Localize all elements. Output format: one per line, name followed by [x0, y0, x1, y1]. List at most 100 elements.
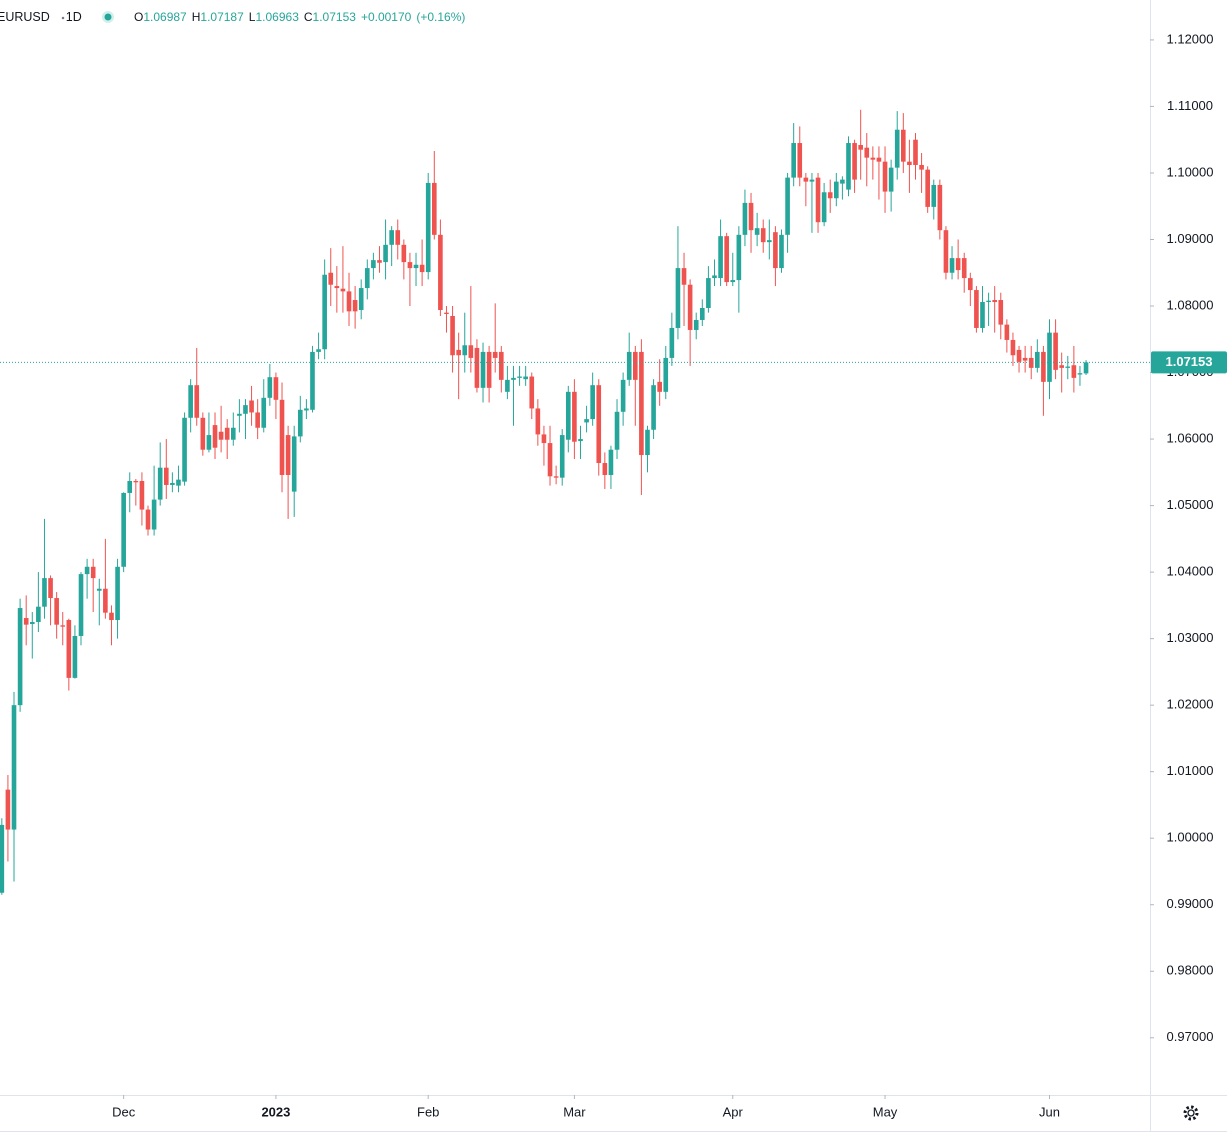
change-pct: (+0.16%) [416, 10, 465, 24]
candle-body [724, 236, 729, 283]
candle-body [657, 381, 662, 392]
candle-body [888, 167, 894, 192]
x-tick-label: Mar [563, 1104, 586, 1119]
legend: EURUSD 1D [0, 10, 82, 24]
gear-hub [1187, 1109, 1195, 1117]
candle-body [170, 482, 175, 485]
candle-body [60, 625, 66, 627]
settings-gear[interactable] [1183, 1105, 1199, 1121]
candle-body [115, 566, 120, 621]
candle-body [395, 230, 401, 245]
candle-body [590, 385, 595, 420]
candle-body [194, 385, 200, 418]
candle-body [645, 429, 650, 456]
candle-body [626, 351, 632, 380]
candle-body [121, 492, 126, 567]
candle-body [919, 164, 924, 170]
candle-body [304, 408, 309, 411]
candle-body [663, 357, 669, 392]
candle-body [492, 351, 498, 358]
y-tick-label: 1.04000 [1167, 564, 1214, 579]
candle-body [974, 290, 979, 328]
ohlc-values: O1.06987 H1.07187 L1.06963 C1.07153 +0.00170… [134, 10, 465, 24]
candle-body [200, 417, 206, 450]
candle-body [523, 376, 528, 380]
candle-body [364, 268, 370, 289]
candle-body [1041, 351, 1046, 382]
y-tick-label: 1.03000 [1167, 630, 1214, 645]
candle-body [78, 574, 84, 636]
y-tick-label: 1.08000 [1167, 297, 1214, 312]
candle-body [273, 377, 279, 400]
candle-body [840, 179, 845, 184]
candle-body [139, 480, 145, 510]
candle-body [157, 467, 163, 500]
candle-body [0, 824, 5, 893]
candle-body [547, 443, 553, 477]
candle-body [84, 566, 90, 575]
candle-body [316, 349, 321, 352]
candle-body [310, 351, 315, 410]
candle-body [614, 411, 620, 450]
candle-body [760, 228, 766, 243]
candle-body [151, 499, 157, 530]
candle-body [54, 598, 59, 625]
candle-body [66, 620, 72, 678]
candle-body [285, 435, 291, 475]
candle-body [267, 377, 273, 398]
candle-body [389, 230, 394, 245]
last-price-label: 1.07153 [1166, 354, 1213, 369]
candle-body [913, 139, 918, 165]
candle-body [340, 288, 346, 292]
y-tick-label: 1.06000 [1167, 431, 1214, 446]
candle-body [766, 240, 772, 243]
candle-body [109, 612, 114, 621]
candle-body [827, 192, 833, 199]
candle-body [145, 509, 151, 530]
candle-body [237, 413, 242, 416]
interval: 1D [66, 10, 82, 24]
candle-body [639, 351, 644, 456]
candle-body [675, 268, 681, 328]
y-tick-label: 0.97000 [1167, 1029, 1214, 1044]
candle-body [206, 435, 212, 450]
gear-teeth [1183, 1105, 1199, 1121]
candle-body [401, 244, 407, 263]
candle-body [608, 449, 614, 475]
candle-body [961, 258, 967, 279]
candle-body [748, 202, 754, 231]
candle-body [937, 184, 943, 231]
x-tick-label: May [873, 1104, 898, 1119]
candle-body [785, 177, 790, 235]
candle-body [894, 129, 900, 168]
candle-body [474, 347, 480, 388]
candle-body [322, 274, 327, 350]
candle-body [596, 385, 602, 464]
candle-body [291, 436, 297, 492]
candle-body [955, 258, 961, 271]
candle-body [1004, 324, 1010, 340]
candle-body [23, 618, 29, 625]
candle-body [1059, 365, 1064, 368]
candle-body [462, 345, 468, 356]
candle-body [407, 262, 413, 269]
candle-body [821, 192, 827, 223]
ohlc-label: C [304, 10, 313, 24]
candle-body [371, 260, 376, 269]
candle-body [456, 349, 461, 356]
candle-body [986, 300, 991, 303]
x-tick-label: Jun [1039, 1104, 1060, 1119]
candle-body [90, 566, 96, 579]
candle-body [1035, 351, 1040, 368]
candle-body [572, 391, 577, 442]
candle-body [450, 315, 455, 356]
x-tick-label: Apr [723, 1104, 744, 1119]
candle-body [632, 351, 638, 380]
status-dot-inner [104, 13, 112, 21]
candle-body [773, 232, 778, 269]
candle-body [578, 439, 583, 442]
candle-body [249, 400, 254, 413]
candle-body [17, 608, 23, 706]
candle-body [553, 476, 559, 478]
candle-body [127, 480, 133, 493]
